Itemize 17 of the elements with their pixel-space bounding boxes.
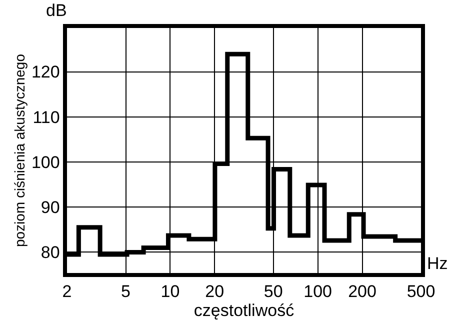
x-tick-label: 20 — [205, 282, 224, 302]
x-tick-label: 500 — [406, 282, 436, 302]
x-axis-title: częstotliwość — [194, 301, 295, 320]
text: Hz — [427, 254, 448, 273]
y-tick-label: 90 — [40, 198, 60, 218]
y-axis-title: poziom ciśnienia akustycznego — [12, 54, 28, 247]
x-tick-label: 50 — [264, 282, 283, 302]
x-tick-label: 200 — [348, 282, 376, 302]
y-tick-label: 110 — [32, 108, 60, 127]
y-tick-label: 80 — [40, 243, 60, 262]
x-tick-label: 100 — [304, 282, 332, 302]
x-tick-label: 5 — [121, 282, 130, 302]
y-tick-label: 100 — [31, 152, 60, 172]
x-tick-label: 2 — [62, 282, 72, 302]
x-tick-label: 10 — [160, 282, 180, 302]
text: dB — [46, 1, 67, 20]
y-tick-label: 120 — [31, 62, 60, 82]
